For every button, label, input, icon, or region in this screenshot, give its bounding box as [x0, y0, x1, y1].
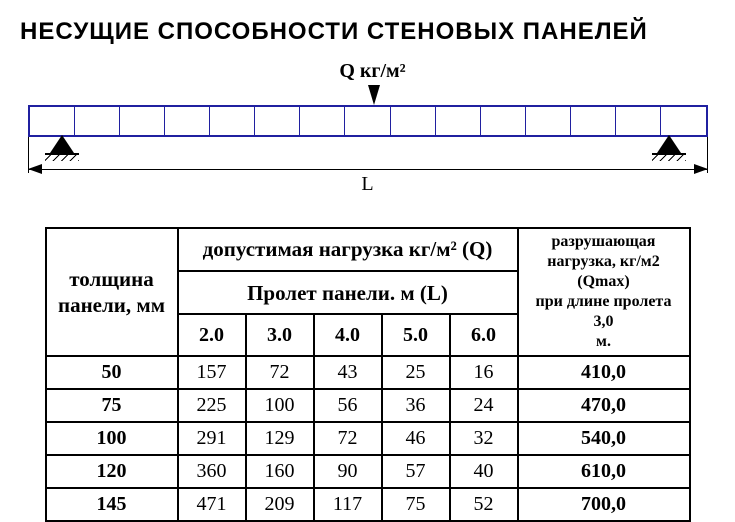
cell-load-value: 43	[314, 356, 382, 389]
cell-load-value: 209	[246, 488, 314, 521]
header-thickness: толщина панели, мм	[46, 228, 178, 356]
supports	[28, 137, 708, 165]
cell-load-value: 129	[246, 422, 314, 455]
load-label: Q кг/м²	[328, 60, 418, 83]
cell-thickness: 120	[46, 455, 178, 488]
load-arrow-icon	[368, 85, 380, 105]
beam-segment	[255, 107, 300, 135]
cell-load-value: 46	[382, 422, 450, 455]
table-row: 120360160905740610,0	[46, 455, 690, 488]
load-capacity-table: толщина панели, мм допустимая нагрузка к…	[45, 227, 691, 522]
cell-load-value: 75	[382, 488, 450, 521]
page-title: НЕСУЩИЕ СПОСОБНОСТИ СТЕНОВЫХ ПАНЕЛЕЙ	[20, 18, 715, 46]
span-dimension: L	[28, 167, 708, 203]
cell-load-value: 225	[178, 389, 246, 422]
cell-load-value: 24	[450, 389, 518, 422]
beam	[28, 105, 708, 137]
header-load-group: допустимая нагрузка кг/м² (Q)	[178, 228, 518, 271]
beam-segment	[30, 107, 75, 135]
beam-segment	[75, 107, 120, 135]
table-row: 1454712091177552700,0	[46, 488, 690, 521]
cell-load-value: 25	[382, 356, 450, 389]
table-row: 100291129724632540,0	[46, 422, 690, 455]
beam-segment	[345, 107, 390, 135]
cell-thickness: 145	[46, 488, 178, 521]
support-roller-icon	[657, 135, 686, 161]
cell-load-value: 90	[314, 455, 382, 488]
cell-load-value: 160	[246, 455, 314, 488]
beam-segment	[436, 107, 481, 135]
beam-segment	[616, 107, 661, 135]
cell-load-value: 72	[246, 356, 314, 389]
cell-thickness: 100	[46, 422, 178, 455]
cell-thickness: 75	[46, 389, 178, 422]
header-span-value: 2.0	[178, 314, 246, 356]
beam-segment	[571, 107, 616, 135]
table-row: 75225100563624470,0	[46, 389, 690, 422]
cell-thickness: 50	[46, 356, 178, 389]
cell-load-value: 72	[314, 422, 382, 455]
header-span-value: 6.0	[450, 314, 518, 356]
cell-load-value: 471	[178, 488, 246, 521]
cell-load-value: 56	[314, 389, 382, 422]
header-span-value: 5.0	[382, 314, 450, 356]
cell-load-value: 36	[382, 389, 450, 422]
beam-segment	[165, 107, 210, 135]
cell-load-value: 40	[450, 455, 518, 488]
beam-segment	[526, 107, 571, 135]
cell-breaking-load: 410,0	[518, 356, 690, 389]
beam-segment	[391, 107, 436, 135]
cell-breaking-load: 470,0	[518, 389, 690, 422]
header-span-value: 4.0	[314, 314, 382, 356]
cell-load-value: 16	[450, 356, 518, 389]
beam-segment	[481, 107, 526, 135]
support-pin-icon	[50, 135, 79, 161]
cell-load-value: 157	[178, 356, 246, 389]
cell-load-value: 32	[450, 422, 518, 455]
cell-load-value: 100	[246, 389, 314, 422]
cell-load-value: 57	[382, 455, 450, 488]
table-row: 5015772432516410,0	[46, 356, 690, 389]
cell-breaking-load: 700,0	[518, 488, 690, 521]
cell-load-value: 291	[178, 422, 246, 455]
header-span-group: Пролет панели. м (L)	[178, 271, 518, 314]
beam-segment	[120, 107, 165, 135]
cell-breaking-load: 610,0	[518, 455, 690, 488]
beam-segment	[210, 107, 255, 135]
header-breaking-load: разрушающая нагрузка, кг/м2 (Qmax) при д…	[518, 228, 690, 356]
cell-breaking-load: 540,0	[518, 422, 690, 455]
header-span-value: 3.0	[246, 314, 314, 356]
span-dimension-label: L	[354, 173, 382, 196]
cell-load-value: 117	[314, 488, 382, 521]
cell-load-value: 360	[178, 455, 246, 488]
beam-segment	[300, 107, 345, 135]
cell-load-value: 52	[450, 488, 518, 521]
beam-segment	[661, 107, 705, 135]
beam-diagram: Q кг/м² L	[28, 60, 708, 203]
